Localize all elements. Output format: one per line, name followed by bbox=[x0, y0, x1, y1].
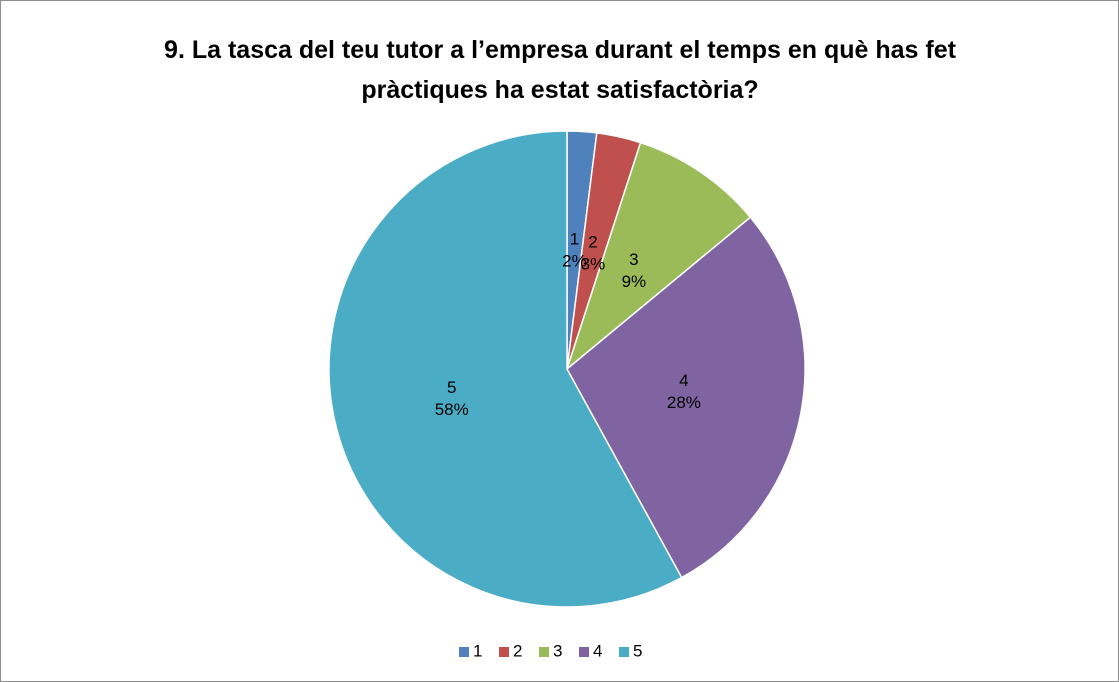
slice-category-label: 1 bbox=[570, 230, 579, 249]
slice-category-label: 3 bbox=[629, 250, 638, 269]
slice-value-label: 28% bbox=[667, 393, 701, 412]
slice-value-label: 58% bbox=[435, 400, 469, 419]
legend-swatch bbox=[539, 647, 549, 657]
slice-category-label: 5 bbox=[447, 378, 456, 397]
legend-swatch bbox=[579, 647, 589, 657]
legend-label: 3 bbox=[553, 641, 562, 660]
pie-slice bbox=[328, 130, 683, 608]
legend-label: 5 bbox=[633, 641, 642, 660]
legend-label: 2 bbox=[513, 641, 522, 660]
slice-category-label: 2 bbox=[588, 232, 597, 251]
chart-title: 9. La tasca del teu tutor a l’empresa du… bbox=[164, 36, 956, 104]
legend-swatch bbox=[619, 647, 629, 657]
pie-slice bbox=[565, 141, 752, 372]
legend-swatch bbox=[459, 647, 469, 657]
slice-category-label: 4 bbox=[679, 371, 688, 390]
slice-value-label: 3% bbox=[581, 254, 606, 273]
slice-value-label: 9% bbox=[622, 272, 647, 291]
legend-swatch bbox=[499, 647, 509, 657]
pie-slice bbox=[566, 216, 806, 579]
slice-value-label: 2% bbox=[562, 252, 587, 271]
legend-label: 1 bbox=[473, 641, 482, 660]
legend-label: 4 bbox=[593, 641, 602, 660]
